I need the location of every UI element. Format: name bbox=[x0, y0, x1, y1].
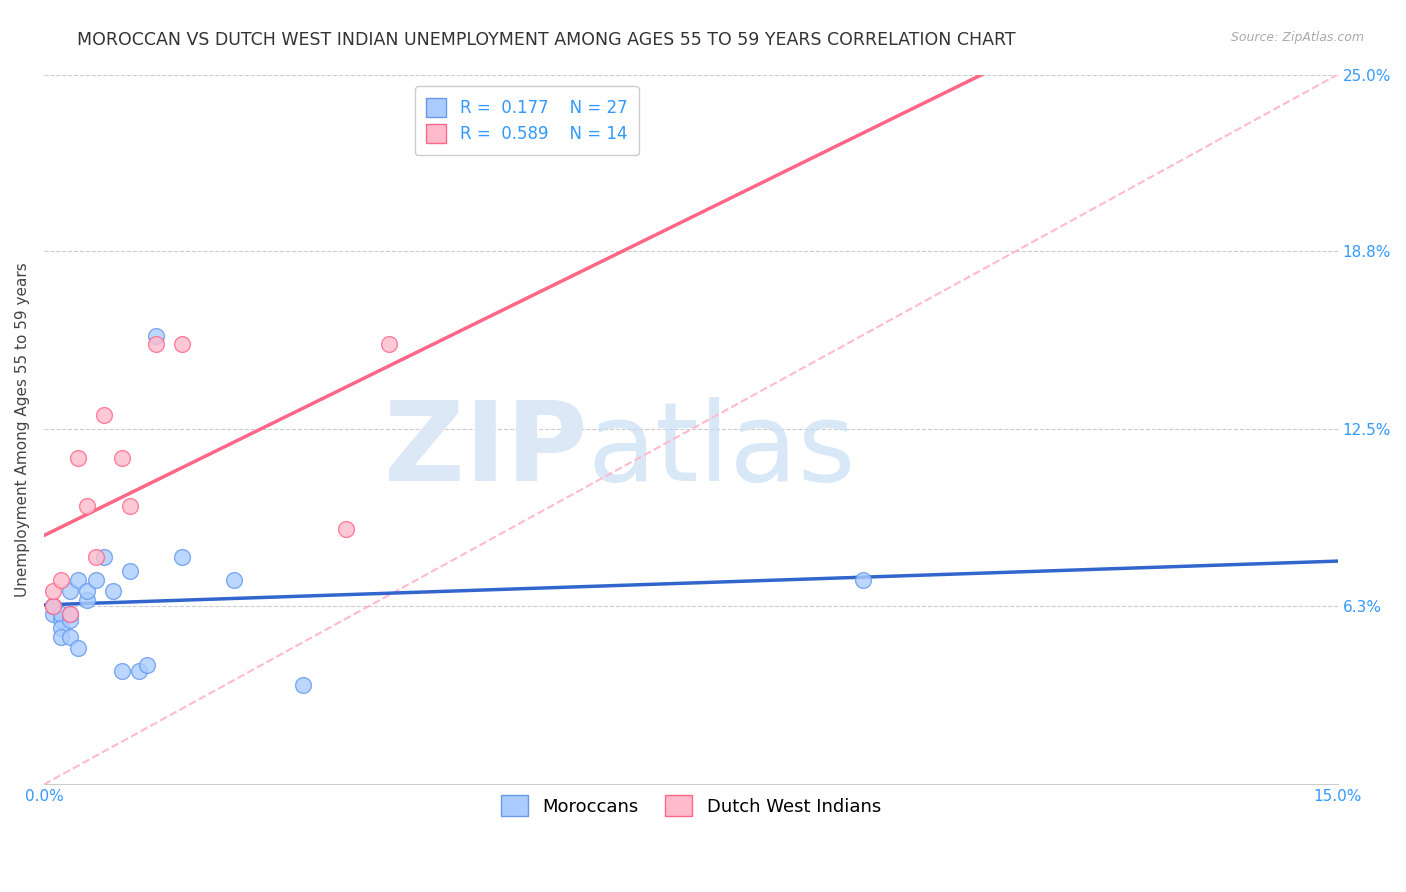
Point bbox=[128, 664, 150, 678]
Point bbox=[76, 499, 98, 513]
Legend: Moroccans, Dutch West Indians: Moroccans, Dutch West Indians bbox=[492, 786, 890, 825]
Point bbox=[222, 573, 245, 587]
Point bbox=[84, 550, 107, 565]
Point bbox=[101, 584, 124, 599]
Point bbox=[145, 328, 167, 343]
Point bbox=[49, 573, 72, 587]
Point bbox=[67, 450, 90, 465]
Point bbox=[76, 592, 98, 607]
Y-axis label: Unemployment Among Ages 55 to 59 years: Unemployment Among Ages 55 to 59 years bbox=[15, 262, 30, 597]
Point bbox=[49, 613, 72, 627]
Point bbox=[120, 565, 142, 579]
Point bbox=[41, 584, 63, 599]
Text: Source: ZipAtlas.com: Source: ZipAtlas.com bbox=[1230, 31, 1364, 45]
Point bbox=[59, 607, 82, 621]
Point bbox=[41, 599, 63, 613]
Point bbox=[67, 641, 90, 656]
Point bbox=[49, 607, 72, 621]
Point bbox=[110, 450, 132, 465]
Point bbox=[49, 621, 72, 635]
Point bbox=[291, 678, 314, 692]
Text: ZIP: ZIP bbox=[384, 397, 588, 504]
Point bbox=[41, 599, 63, 613]
Point bbox=[93, 409, 115, 423]
Point bbox=[41, 607, 63, 621]
Point bbox=[136, 658, 159, 673]
Point bbox=[110, 664, 132, 678]
Point bbox=[170, 337, 193, 351]
Point bbox=[59, 613, 82, 627]
Point bbox=[67, 573, 90, 587]
Point bbox=[59, 630, 82, 644]
Point bbox=[41, 599, 63, 613]
Text: MOROCCAN VS DUTCH WEST INDIAN UNEMPLOYMENT AMONG AGES 55 TO 59 YEARS CORRELATION: MOROCCAN VS DUTCH WEST INDIAN UNEMPLOYME… bbox=[77, 31, 1017, 49]
Point bbox=[335, 522, 357, 536]
Text: atlas: atlas bbox=[588, 397, 856, 504]
Point bbox=[49, 630, 72, 644]
Point bbox=[170, 550, 193, 565]
Point bbox=[76, 584, 98, 599]
Point bbox=[120, 499, 142, 513]
Point bbox=[145, 337, 167, 351]
Point bbox=[93, 550, 115, 565]
Point bbox=[852, 573, 875, 587]
Point bbox=[84, 573, 107, 587]
Point bbox=[59, 607, 82, 621]
Point bbox=[378, 337, 401, 351]
Point bbox=[59, 584, 82, 599]
